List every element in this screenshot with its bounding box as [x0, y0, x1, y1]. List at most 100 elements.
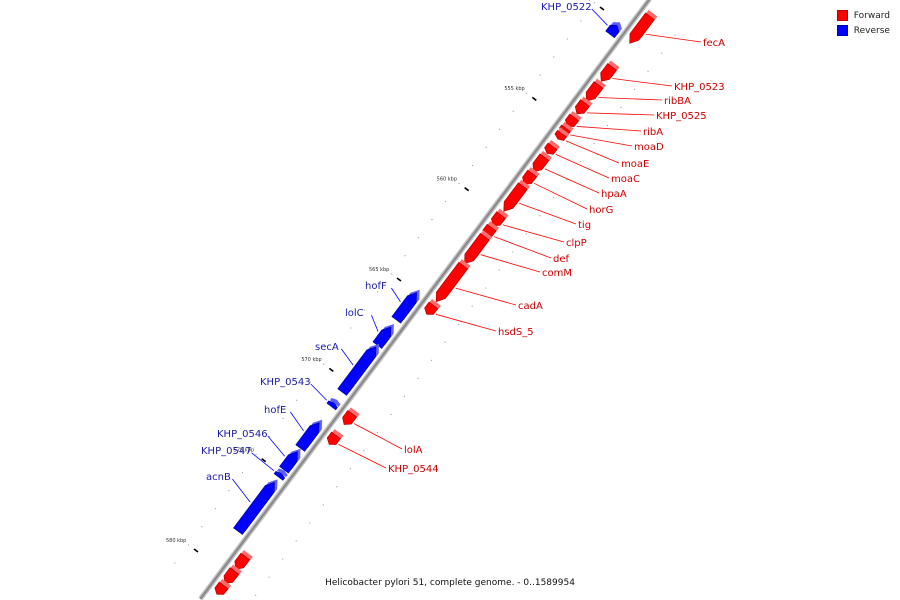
gene-leader-line — [232, 478, 251, 503]
gene-leader-line — [267, 435, 286, 457]
gene-arrow[interactable] — [391, 292, 417, 324]
gene-horG[interactable] — [522, 167, 540, 185]
gene-label[interactable]: KHP_0522 — [541, 2, 592, 13]
gene-hofE[interactable] — [295, 419, 323, 452]
gene-label[interactable]: KHP_0543 — [260, 377, 311, 388]
scale-dot — [485, 146, 487, 148]
gene-label[interactable]: hpaA — [601, 189, 627, 200]
gene-label[interactable]: KHP_0525 — [656, 111, 707, 122]
gene-arrow[interactable] — [605, 24, 620, 39]
gene-label[interactable]: clpP — [566, 238, 587, 249]
gene-label[interactable]: KHP_0547 — [201, 446, 252, 457]
gene-label[interactable]: lolA — [404, 445, 423, 456]
gene-KHP_0546[interactable] — [279, 448, 301, 474]
gene-cadA[interactable] — [435, 259, 471, 303]
gene-KHP_0543[interactable] — [326, 397, 341, 411]
gene-label[interactable]: fecA — [703, 38, 725, 49]
gene-label[interactable]: hsdS_5 — [498, 327, 534, 338]
gene-unnamed[interactable] — [223, 564, 242, 584]
gene-ribBA[interactable] — [585, 78, 606, 102]
gene-arrow[interactable] — [629, 12, 655, 44]
gene-label[interactable]: comM — [542, 268, 572, 279]
gene-arrow[interactable] — [464, 232, 490, 265]
gene-arrow[interactable] — [574, 99, 590, 115]
gene-arrow[interactable] — [223, 567, 240, 584]
gene-label[interactable]: moaC — [611, 174, 640, 185]
gene-label[interactable]: moaD — [634, 142, 664, 153]
gene-label[interactable]: KHP_0546 — [217, 429, 268, 440]
gene-label[interactable]: lolC — [345, 308, 364, 319]
gene-arrow[interactable] — [600, 63, 617, 82]
gene-arrow[interactable] — [326, 431, 341, 445]
gene-arrow[interactable] — [522, 169, 538, 185]
gene-label[interactable]: ribA — [643, 127, 663, 138]
scale-dot — [539, 215, 541, 217]
gene-label[interactable]: acnB — [206, 472, 231, 483]
scale-dot — [309, 522, 311, 524]
gene-arrow[interactable] — [279, 451, 298, 474]
gene-tig[interactable] — [503, 179, 531, 212]
gene-acnB[interactable] — [233, 479, 278, 535]
gene-arrow[interactable] — [491, 211, 506, 227]
scale-dot — [620, 106, 622, 108]
gene-leader-line — [598, 97, 663, 101]
gene-unnamed[interactable] — [214, 579, 232, 595]
gene-arrow[interactable] — [585, 81, 604, 102]
gene-arrow[interactable] — [372, 326, 392, 349]
gene-arrow[interactable] — [435, 261, 468, 303]
gene-label[interactable]: ribBA — [664, 96, 691, 107]
gene-moaE[interactable] — [554, 127, 570, 141]
scale-dot — [444, 341, 446, 343]
gene-arrow[interactable] — [295, 422, 320, 452]
gene-arrow[interactable] — [554, 129, 567, 141]
gene-arrow[interactable] — [273, 470, 286, 481]
gene-label[interactable]: tig — [578, 220, 591, 231]
gene-arrow[interactable] — [532, 153, 550, 172]
gene-moaC[interactable] — [544, 140, 560, 155]
gene-label[interactable]: KHP_0544 — [388, 464, 439, 475]
gene-arrow[interactable] — [337, 346, 377, 396]
gene-label[interactable]: cadA — [518, 301, 543, 312]
gene-leader-line — [353, 423, 403, 450]
gene-unnamed[interactable] — [234, 550, 253, 570]
gene-label[interactable]: horG — [589, 205, 613, 216]
legend: Forward Reverse — [836, 8, 890, 38]
gene-KHP_0547[interactable] — [273, 468, 288, 481]
gene-lolA[interactable] — [342, 407, 360, 425]
scale-dot — [647, 70, 649, 72]
scale-dot — [282, 417, 284, 419]
gene-KHP_0522[interactable] — [605, 22, 622, 39]
scale-dot — [322, 504, 324, 506]
gene-ribA[interactable] — [565, 111, 582, 127]
gene-hpaA[interactable] — [532, 150, 552, 172]
gene-secA[interactable] — [337, 343, 379, 396]
gene-KHP_0544[interactable] — [326, 429, 344, 445]
gene-arrow[interactable] — [342, 409, 358, 425]
gene-arrow[interactable] — [234, 552, 251, 570]
gene-leader-line — [570, 134, 633, 147]
gene-leader-line — [612, 78, 673, 87]
gene-KHP_0525[interactable] — [574, 96, 593, 115]
gene-KHP_0523[interactable] — [600, 60, 620, 82]
gene-hsdS_5[interactable] — [424, 298, 441, 315]
gene-label[interactable]: hofF — [365, 281, 387, 292]
gene-comM[interactable] — [464, 230, 493, 265]
gene-label[interactable]: KHP_0523 — [674, 82, 725, 93]
gene-arrow[interactable] — [233, 481, 275, 535]
gene-arrow[interactable] — [544, 142, 558, 155]
gene-label[interactable]: def — [553, 254, 570, 265]
gene-label[interactable]: moaE — [621, 159, 649, 170]
gene-label[interactable]: secA — [315, 342, 339, 353]
gene-lolC[interactable] — [372, 324, 394, 349]
gene-arrow[interactable] — [214, 581, 229, 595]
gene-hofF[interactable] — [391, 289, 420, 324]
gene-arrow[interactable] — [565, 113, 579, 127]
gene-arrow[interactable] — [424, 301, 439, 315]
gene-arrow[interactable] — [503, 182, 528, 212]
gene-label[interactable]: hofE — [264, 405, 286, 416]
gene-top-face — [562, 121, 574, 132]
gene-fecA[interactable] — [629, 9, 658, 44]
gene-arrow[interactable] — [326, 400, 338, 411]
gene-clpP[interactable] — [491, 208, 509, 227]
